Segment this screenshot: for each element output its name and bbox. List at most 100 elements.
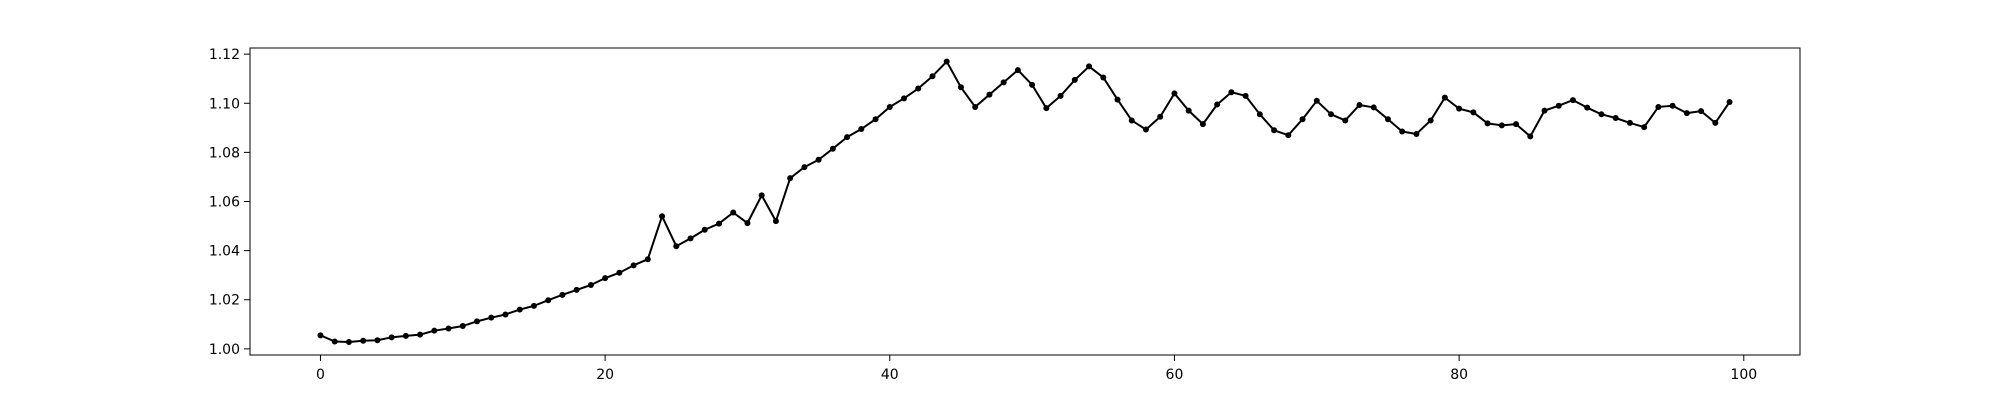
data-point bbox=[844, 134, 851, 141]
data-point bbox=[417, 331, 424, 338]
data-point bbox=[730, 209, 737, 216]
data-point bbox=[787, 175, 794, 182]
data-point bbox=[1313, 97, 1320, 104]
data-point bbox=[587, 282, 594, 289]
x-tick-label: 80 bbox=[1450, 367, 1468, 383]
data-point bbox=[573, 286, 580, 293]
data-point bbox=[644, 256, 651, 263]
data-point bbox=[972, 103, 979, 110]
data-point bbox=[1242, 92, 1249, 99]
data-point bbox=[659, 213, 666, 220]
data-point bbox=[602, 275, 609, 282]
data-point bbox=[1328, 111, 1335, 118]
data-point bbox=[687, 235, 694, 242]
data-point bbox=[474, 318, 481, 325]
data-point bbox=[1427, 117, 1434, 124]
data-point bbox=[1000, 79, 1007, 86]
x-tick-label: 20 bbox=[596, 367, 614, 383]
data-point bbox=[1342, 117, 1349, 124]
data-point bbox=[431, 327, 438, 334]
data-point bbox=[1484, 120, 1491, 127]
data-point bbox=[872, 116, 879, 123]
data-point bbox=[1456, 105, 1463, 112]
data-point bbox=[1513, 121, 1520, 128]
data-point bbox=[331, 338, 338, 345]
x-tick-label: 100 bbox=[1730, 367, 1757, 383]
data-point bbox=[1527, 133, 1534, 140]
y-tick-label: 1.12 bbox=[209, 47, 240, 63]
data-point bbox=[1669, 102, 1676, 109]
data-point bbox=[986, 91, 993, 98]
y-tick-label: 1.04 bbox=[209, 244, 240, 260]
y-tick-label: 1.00 bbox=[209, 342, 240, 358]
data-point bbox=[1555, 102, 1562, 109]
data-point bbox=[1128, 117, 1135, 124]
data-point bbox=[388, 334, 395, 341]
data-point bbox=[815, 156, 822, 163]
data-point bbox=[1370, 104, 1377, 111]
y-tick-label: 1.06 bbox=[209, 195, 240, 211]
data-point bbox=[1470, 109, 1477, 116]
data-point bbox=[801, 164, 808, 171]
data-point bbox=[1071, 76, 1078, 83]
data-point bbox=[744, 220, 751, 227]
data-point bbox=[545, 297, 552, 304]
data-point bbox=[858, 126, 865, 133]
data-point bbox=[402, 332, 409, 339]
series-layer bbox=[317, 58, 1733, 345]
data-point bbox=[1683, 110, 1690, 117]
data-point bbox=[1441, 94, 1448, 101]
data-point bbox=[1171, 90, 1178, 97]
y-tick-label: 1.08 bbox=[209, 145, 240, 161]
data-point bbox=[1498, 122, 1505, 129]
y-tick-label: 1.10 bbox=[209, 96, 240, 112]
data-point bbox=[673, 243, 680, 250]
data-point bbox=[901, 95, 908, 102]
data-point bbox=[502, 311, 509, 318]
data-point bbox=[943, 58, 950, 65]
data-point bbox=[1114, 96, 1121, 103]
y-axis-ticks: 1.00 1.02 1.04 1.06 1.08 1.10 1.12 bbox=[209, 47, 250, 358]
plot-area-frame bbox=[249, 47, 1801, 356]
data-point bbox=[1142, 126, 1149, 133]
data-point bbox=[1214, 101, 1221, 108]
data-point bbox=[317, 332, 324, 339]
data-point bbox=[360, 337, 367, 344]
data-point bbox=[559, 291, 566, 298]
data-point bbox=[1043, 105, 1050, 112]
data-point bbox=[1057, 92, 1064, 99]
data-point bbox=[1029, 81, 1036, 88]
data-point bbox=[459, 323, 466, 330]
data-point bbox=[374, 337, 381, 344]
data-point bbox=[1626, 119, 1633, 126]
data-point bbox=[1228, 89, 1235, 96]
data-point bbox=[758, 192, 765, 199]
x-tick-label: 60 bbox=[1166, 367, 1184, 383]
data-point bbox=[1086, 63, 1093, 70]
data-point bbox=[1541, 107, 1548, 114]
x-tick-label: 40 bbox=[881, 367, 899, 383]
data-point bbox=[1014, 67, 1021, 74]
data-point bbox=[701, 226, 708, 233]
data-point bbox=[1712, 119, 1719, 126]
data-point bbox=[1641, 124, 1648, 131]
data-point bbox=[915, 85, 922, 92]
x-tick-label: 0 bbox=[316, 367, 325, 383]
data-point bbox=[1356, 101, 1363, 108]
data-point bbox=[1271, 127, 1278, 134]
y-tick-label: 1.02 bbox=[209, 293, 240, 309]
data-point bbox=[1399, 128, 1406, 135]
data-point bbox=[1384, 116, 1391, 123]
data-point bbox=[772, 218, 779, 225]
data-point bbox=[345, 338, 352, 345]
data-point bbox=[1569, 97, 1576, 104]
data-point bbox=[1612, 114, 1619, 121]
data-point bbox=[1100, 74, 1107, 81]
data-point bbox=[829, 145, 836, 152]
data-point bbox=[530, 302, 537, 309]
series-line bbox=[320, 60, 1731, 343]
x-axis-ticks: 0 20 40 60 80 100 bbox=[316, 355, 1757, 383]
data-point bbox=[1199, 121, 1206, 128]
data-point bbox=[715, 220, 722, 227]
